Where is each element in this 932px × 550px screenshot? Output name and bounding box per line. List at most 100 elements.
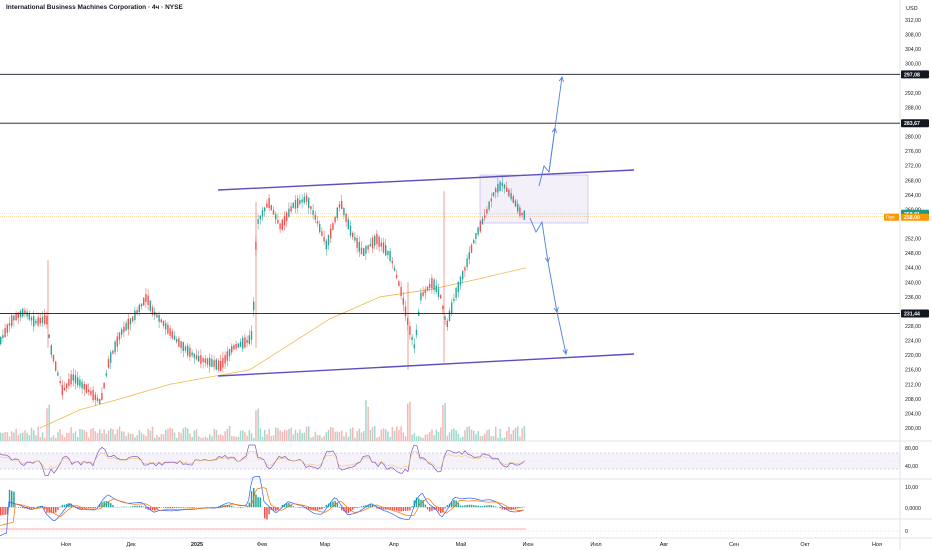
macd-histogram-bar <box>59 506 61 508</box>
volume-bar <box>92 428 94 441</box>
candle-body <box>57 372 59 376</box>
macd-histogram-bar <box>501 507 504 510</box>
macd-histogram-bar <box>79 507 81 510</box>
macd-histogram-bar <box>475 505 477 508</box>
macd-histogram-bar <box>151 507 154 511</box>
macd-histogram-bar <box>103 501 105 508</box>
candle-body <box>147 295 149 306</box>
candle-body <box>198 355 200 362</box>
candle-body <box>39 317 41 324</box>
macd-histogram-bar <box>393 507 396 511</box>
volume-bar <box>459 437 462 441</box>
macd-histogram-bar <box>215 507 218 508</box>
macd-histogram-bar <box>41 505 44 508</box>
volume-bar <box>72 433 75 441</box>
candle-body <box>440 295 442 299</box>
price-tick-label: 220,00 <box>905 353 921 359</box>
volume-bar <box>492 436 495 441</box>
candle-body <box>22 308 24 317</box>
volume-bar <box>110 428 112 441</box>
macd-histogram-bar <box>380 507 383 510</box>
volume-bar <box>292 434 295 441</box>
candle-body <box>88 389 90 393</box>
volume-bar <box>409 401 411 441</box>
candle-body <box>266 203 268 208</box>
candle-body <box>380 242 382 247</box>
macd-histogram-bar <box>321 507 323 510</box>
channel-upper-line[interactable] <box>217 169 635 191</box>
macd-histogram-bar <box>44 507 46 510</box>
macd-histogram-bar <box>0 507 2 516</box>
candle-body <box>495 188 497 193</box>
candle-body <box>13 315 15 321</box>
highlight-rectangle[interactable] <box>479 174 589 224</box>
volume-bar <box>2 433 4 441</box>
macd-tick-label: 0,0000 <box>905 506 921 512</box>
price-tick-label: 208,00 <box>905 397 921 403</box>
macd-histogram-bar <box>418 498 420 508</box>
candle-body <box>464 267 466 271</box>
volume-bar <box>327 429 330 441</box>
candle-body <box>404 306 407 317</box>
candle-body <box>294 200 297 209</box>
time-axis-label: Мар <box>320 542 331 548</box>
candle-body <box>112 350 114 354</box>
volume-bar <box>312 436 314 441</box>
macd-histogram-bar <box>407 507 409 511</box>
bearish-arrow-2[interactable] <box>547 261 558 313</box>
candle-body <box>334 217 336 223</box>
price-tick-label: 240,00 <box>905 280 921 286</box>
candle-body <box>96 397 99 402</box>
volume-bar <box>198 436 200 441</box>
volume-bar <box>506 431 508 441</box>
candle-body <box>490 198 492 202</box>
price-tick-label: 228,00 <box>905 324 921 330</box>
volume-bar <box>400 426 402 441</box>
volume-bar <box>363 431 365 441</box>
volume-bar <box>488 429 490 441</box>
volume-bar <box>101 433 103 441</box>
candle-body <box>169 328 171 336</box>
candle-body <box>19 310 22 318</box>
volume-bar <box>176 437 178 441</box>
macd-histogram-bar <box>332 501 334 508</box>
volume-bar <box>431 429 433 441</box>
candle-body <box>33 316 35 327</box>
macd-histogram-bar <box>2 507 4 516</box>
price-tick-label: 248,00 <box>905 251 921 257</box>
macd-histogram-bar <box>310 507 312 510</box>
moving-average-line <box>39 267 527 429</box>
bearish-arrow-3[interactable] <box>556 311 567 355</box>
candle-body <box>116 336 118 347</box>
candle-body <box>503 184 506 189</box>
volume-bar <box>129 433 132 441</box>
channel-lower-line[interactable] <box>217 353 635 377</box>
candle-body <box>514 200 517 207</box>
macd-histogram-bar <box>292 506 295 508</box>
macd-histogram-bar <box>481 506 484 508</box>
macd-histogram-bar <box>508 507 510 510</box>
volume-bar <box>235 436 237 441</box>
volume-bar <box>413 433 416 441</box>
macd-histogram-bar <box>4 507 6 515</box>
macd-histogram-bar <box>455 500 457 508</box>
candle-body <box>512 196 514 203</box>
macd-histogram-bar <box>323 507 325 508</box>
candle-body <box>24 310 26 313</box>
volume-bar <box>22 432 24 441</box>
candle-body <box>393 267 396 271</box>
bullish-arrow-2[interactable] <box>548 76 563 173</box>
bearish-arrow-1[interactable] <box>529 217 549 263</box>
candle-body <box>453 298 455 301</box>
macd-histogram-bar <box>226 504 229 508</box>
candle-body <box>151 307 154 315</box>
macd-histogram-bar <box>330 502 332 508</box>
candle-body <box>431 278 433 289</box>
volume-bar <box>426 434 429 441</box>
candle-body <box>110 352 112 363</box>
macd-histogram-bar <box>308 507 310 510</box>
volume-bar <box>169 427 171 441</box>
volume-bar <box>26 432 28 441</box>
macd-histogram-bar <box>391 507 394 510</box>
